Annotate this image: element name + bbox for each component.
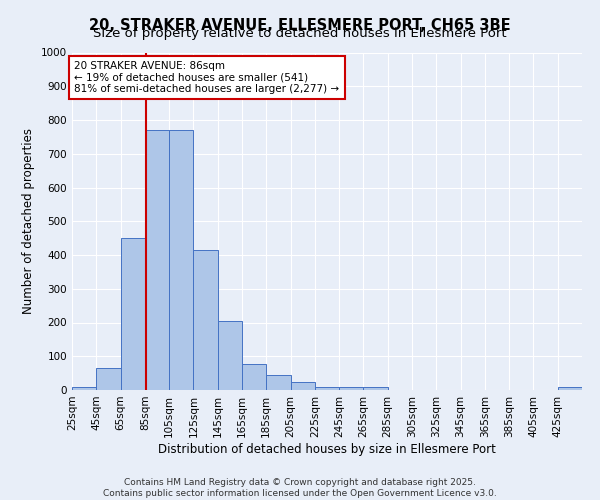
- Bar: [266, 375, 290, 390]
- Bar: [242, 364, 266, 390]
- Text: 20, STRAKER AVENUE, ELLESMERE PORT, CH65 3BE: 20, STRAKER AVENUE, ELLESMERE PORT, CH65…: [89, 18, 511, 32]
- Text: Size of property relative to detached houses in Ellesmere Port: Size of property relative to detached ho…: [93, 28, 507, 40]
- Bar: [72, 386, 96, 390]
- Bar: [96, 368, 121, 390]
- Bar: [145, 130, 169, 390]
- Text: 20 STRAKER AVENUE: 86sqm
← 19% of detached houses are smaller (541)
81% of semi-: 20 STRAKER AVENUE: 86sqm ← 19% of detach…: [74, 61, 340, 94]
- Bar: [558, 386, 582, 390]
- Bar: [290, 382, 315, 390]
- Bar: [315, 386, 339, 390]
- Bar: [121, 238, 145, 390]
- Y-axis label: Number of detached properties: Number of detached properties: [22, 128, 35, 314]
- Bar: [364, 386, 388, 390]
- Text: Contains HM Land Registry data © Crown copyright and database right 2025.
Contai: Contains HM Land Registry data © Crown c…: [103, 478, 497, 498]
- X-axis label: Distribution of detached houses by size in Ellesmere Port: Distribution of detached houses by size …: [158, 442, 496, 456]
- Bar: [169, 130, 193, 390]
- Bar: [193, 250, 218, 390]
- Bar: [218, 321, 242, 390]
- Bar: [339, 386, 364, 390]
